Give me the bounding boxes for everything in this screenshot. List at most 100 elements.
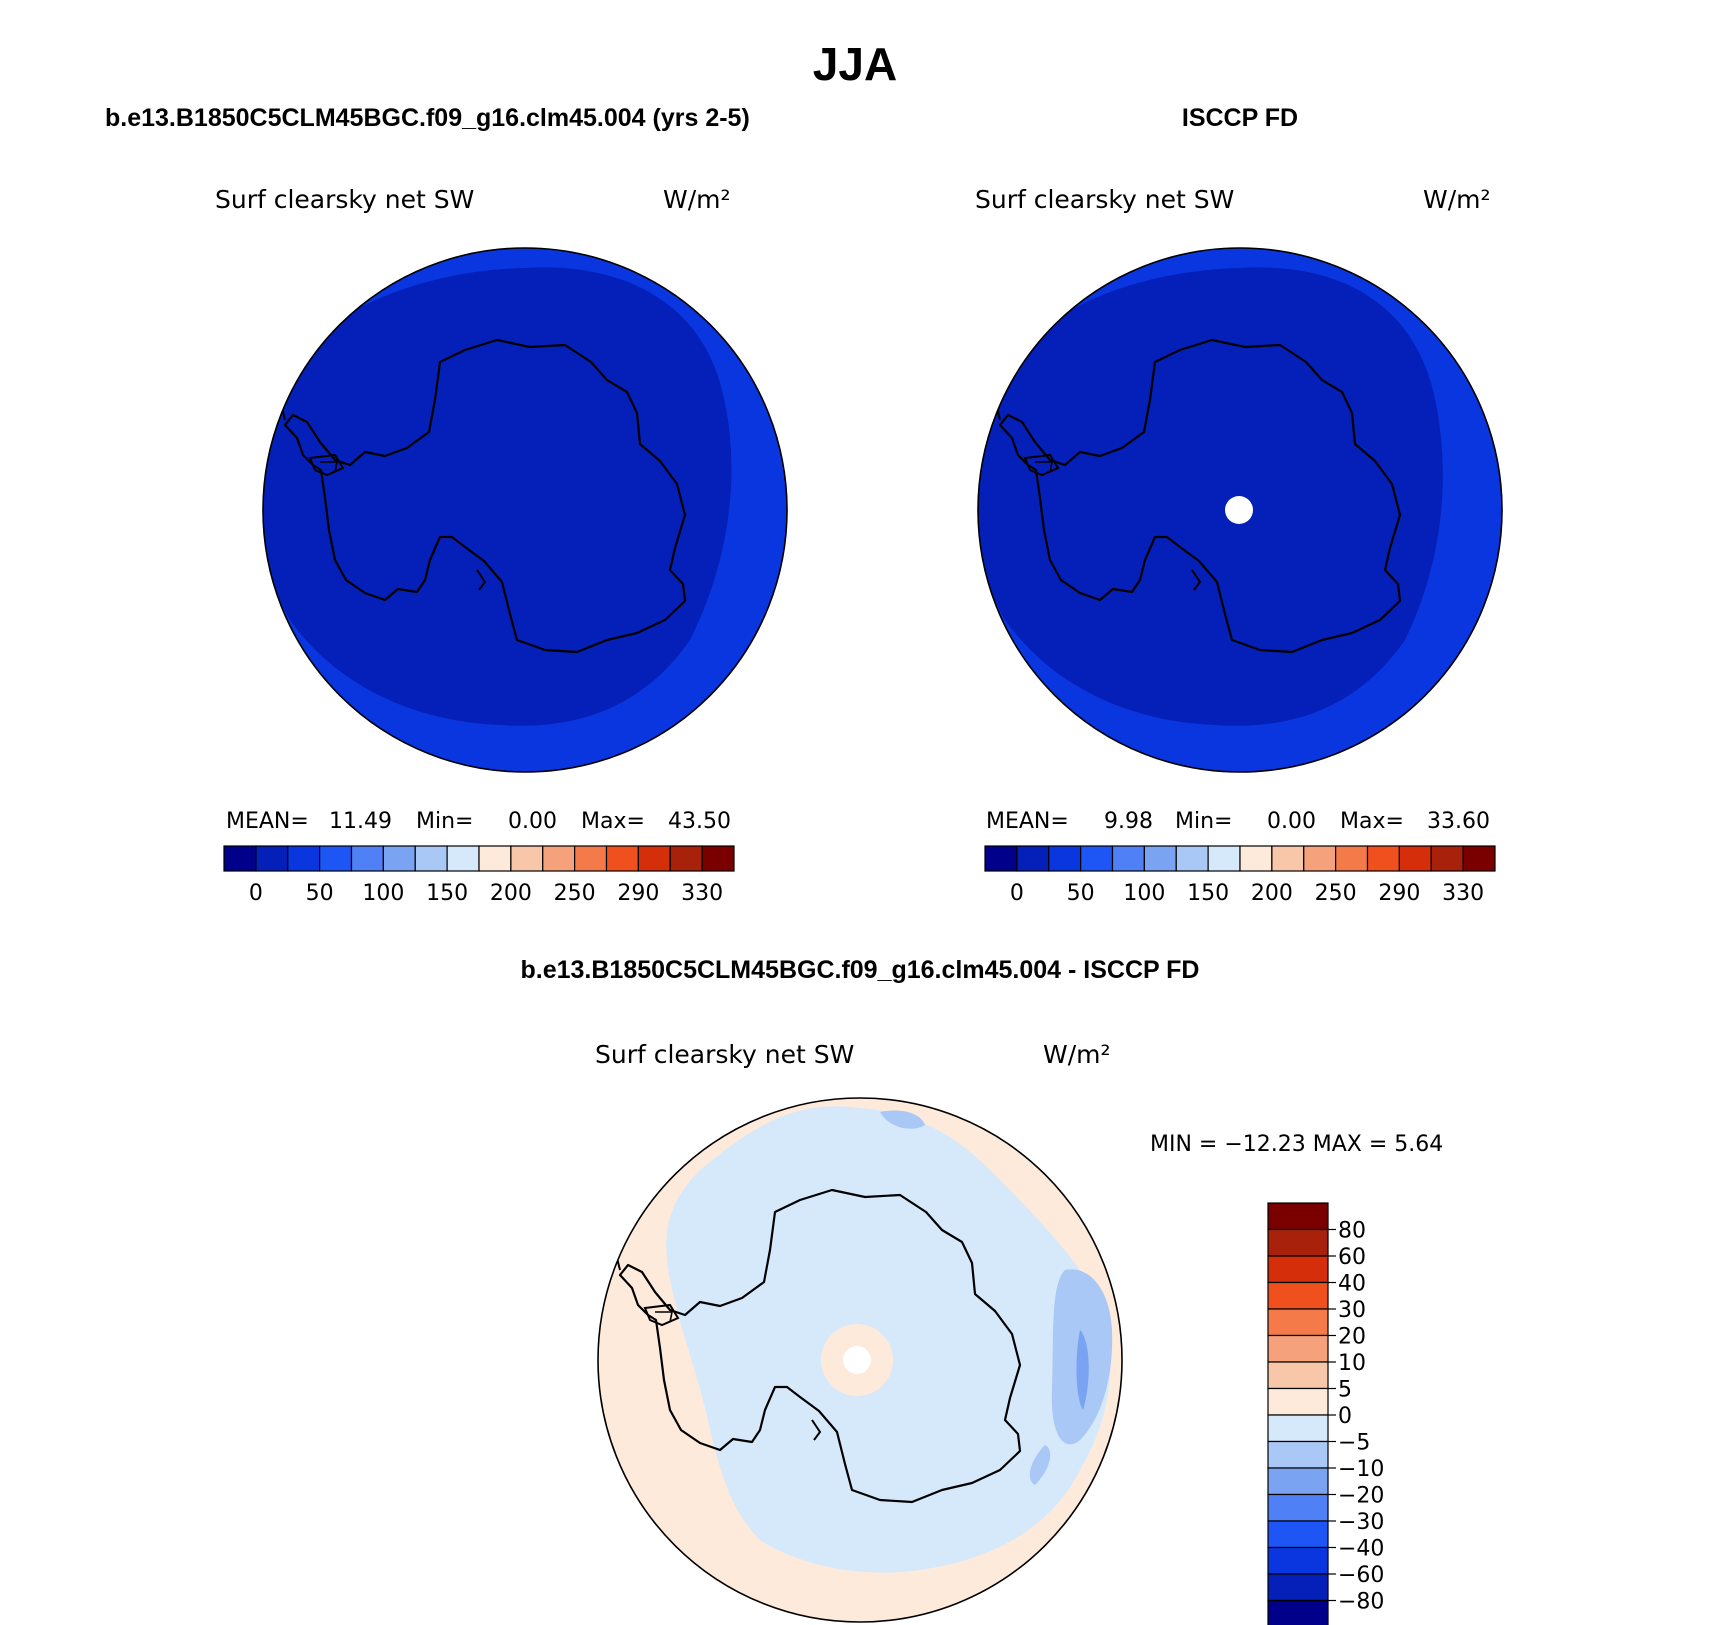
colorbar-swatch bbox=[1048, 845, 1082, 872]
min-value: 0.00 bbox=[1267, 809, 1316, 834]
colorbar-tick-label: 5 bbox=[1338, 1378, 1352, 1403]
colorbar-tick-label: 200 bbox=[1251, 881, 1293, 906]
colorbar-tick-label: 80 bbox=[1338, 1219, 1366, 1244]
colorbar-tick-label: −40 bbox=[1338, 1537, 1384, 1562]
colorbar-swatch bbox=[1267, 1520, 1329, 1549]
panel-difference-minmax: MIN = −12.23 MAX = 5.64 bbox=[1150, 1132, 1443, 1157]
colorbar-swatch bbox=[1267, 1228, 1329, 1257]
colorbar-tick-label: 330 bbox=[1442, 881, 1484, 906]
colorbar-swatch bbox=[510, 845, 544, 872]
colorbar-swatch bbox=[446, 845, 480, 872]
max-value: 43.50 bbox=[668, 809, 731, 834]
colorbar-swatch bbox=[350, 845, 384, 872]
panel-difference: b.e13.B1850C5CLM45BGC.f09_g16.clm45.004 … bbox=[520, 956, 1443, 1625]
panel-difference-units-label: W/m² bbox=[1043, 1040, 1111, 1069]
colorbar-swatch bbox=[1267, 1546, 1329, 1575]
colorbar-swatch bbox=[1111, 845, 1145, 872]
colorbar-tick-label: 40 bbox=[1338, 1272, 1366, 1297]
colorbar-tick-label: 30 bbox=[1338, 1298, 1366, 1323]
colorbar-swatch bbox=[1267, 1202, 1329, 1231]
colorbar-swatch bbox=[1462, 845, 1496, 872]
colorbar-tick-label: 290 bbox=[1378, 881, 1420, 906]
colorbar-swatch bbox=[1016, 845, 1050, 872]
colorbar-swatch bbox=[605, 845, 639, 872]
panel-obs-variable-label: Surf clearsky net SW bbox=[975, 185, 1234, 214]
colorbar-swatch bbox=[319, 845, 353, 872]
panel-model-variable-label: Surf clearsky net SW bbox=[215, 185, 474, 214]
colorbar-tick-label: −20 bbox=[1338, 1484, 1384, 1509]
colorbar-swatch bbox=[1335, 845, 1369, 872]
map-border bbox=[597, 1097, 1123, 1623]
colorbar-swatch bbox=[984, 845, 1018, 872]
colorbar-tick-label: 50 bbox=[306, 881, 334, 906]
colorbar-swatch bbox=[1398, 845, 1432, 872]
colorbar-tick-label: 250 bbox=[1315, 881, 1357, 906]
colorbar-swatch bbox=[1267, 1308, 1329, 1337]
min-value: 0.00 bbox=[508, 809, 557, 834]
panel-model-stats: MEAN= 11.49 Min= 0.00 Max= 43.50 bbox=[226, 809, 731, 834]
pole-hole bbox=[1225, 496, 1253, 524]
colorbar-swatch bbox=[1143, 845, 1177, 872]
colorbar-swatch bbox=[478, 845, 512, 872]
panel-difference-map bbox=[598, 1098, 1122, 1622]
mean-value: 9.98 bbox=[1104, 809, 1153, 834]
colorbar-tick-label: −80 bbox=[1338, 1590, 1384, 1615]
colorbar-tick-label: 200 bbox=[490, 881, 532, 906]
colorbar-swatch bbox=[669, 845, 703, 872]
colorbar-tick-label: 0 bbox=[1338, 1404, 1352, 1429]
colorbar-swatch bbox=[1267, 1599, 1329, 1625]
colorbar-swatch bbox=[414, 845, 448, 872]
colorbar-swatch bbox=[542, 845, 576, 872]
colorbar-swatch bbox=[1267, 1414, 1329, 1443]
colorbar-tick-label: 0 bbox=[249, 881, 263, 906]
colorbar-swatch bbox=[1080, 845, 1114, 872]
colorbar-swatch bbox=[1267, 1387, 1329, 1416]
panel-model-colorbar: 0 50 100 150 200 250 290 330 bbox=[223, 845, 735, 906]
mean-label: MEAN= bbox=[986, 809, 1069, 834]
colorbar-swatch bbox=[1239, 845, 1273, 872]
panel-model-map bbox=[263, 248, 787, 772]
negative-anomaly-patch bbox=[1029, 1445, 1051, 1485]
colorbar-tick-label: 330 bbox=[681, 881, 723, 906]
panel-obs-colorbar: 0 50 100 150 200 250 290 330 bbox=[984, 845, 1496, 906]
colorbar-tick-label: −5 bbox=[1338, 1431, 1370, 1456]
colorbar-tick-label: 50 bbox=[1067, 881, 1095, 906]
colorbar-swatch bbox=[1430, 845, 1464, 872]
colorbar-swatch bbox=[1267, 1467, 1329, 1496]
colorbar-swatch bbox=[1267, 1440, 1329, 1469]
colorbar-swatch bbox=[1267, 1281, 1329, 1310]
page-title: JJA bbox=[813, 38, 897, 90]
max-label: Max= bbox=[1340, 809, 1404, 834]
colorbar-tick-label: 150 bbox=[1187, 881, 1229, 906]
colorbar-swatch bbox=[287, 845, 321, 872]
mean-label: MEAN= bbox=[226, 809, 309, 834]
colorbar-swatch bbox=[701, 845, 735, 872]
map-border bbox=[262, 247, 788, 773]
max-value: 33.60 bbox=[1427, 809, 1490, 834]
colorbar-swatch bbox=[1175, 845, 1209, 872]
negative-field-fill bbox=[666, 1106, 1111, 1573]
colorbar-swatch bbox=[1267, 1493, 1329, 1522]
colorbar-tick-label: 0 bbox=[1010, 881, 1024, 906]
panel-model-units-label: W/m² bbox=[663, 185, 731, 214]
colorbar-tick-label: 60 bbox=[1338, 1245, 1366, 1270]
panel-obs-map bbox=[978, 248, 1502, 772]
colorbar-swatch bbox=[637, 845, 671, 872]
colorbar-swatch bbox=[574, 845, 608, 872]
colorbar-tick-label: −60 bbox=[1338, 1563, 1384, 1588]
negative-anomaly-patch bbox=[880, 1110, 925, 1129]
inner-field-fill bbox=[263, 267, 732, 726]
panel-obs-stats: MEAN= 9.98 Min= 0.00 Max= 33.60 bbox=[986, 809, 1490, 834]
colorbar-tick-label: 100 bbox=[1123, 881, 1165, 906]
colorbar-tick-label: −30 bbox=[1338, 1510, 1384, 1535]
panel-model: b.e13.B1850C5CLM45BGC.f09_g16.clm45.004 … bbox=[105, 104, 788, 906]
panel-difference-heading: b.e13.B1850C5CLM45BGC.f09_g16.clm45.004 … bbox=[520, 956, 1199, 984]
panel-difference-variable-label: Surf clearsky net SW bbox=[595, 1040, 854, 1069]
colorbar-tick-label: 150 bbox=[426, 881, 468, 906]
colorbar-swatch bbox=[1267, 1255, 1329, 1284]
colorbar-tick-label: 100 bbox=[362, 881, 404, 906]
colorbar-swatch bbox=[1366, 845, 1400, 872]
colorbar-tick-label: 20 bbox=[1338, 1325, 1366, 1350]
